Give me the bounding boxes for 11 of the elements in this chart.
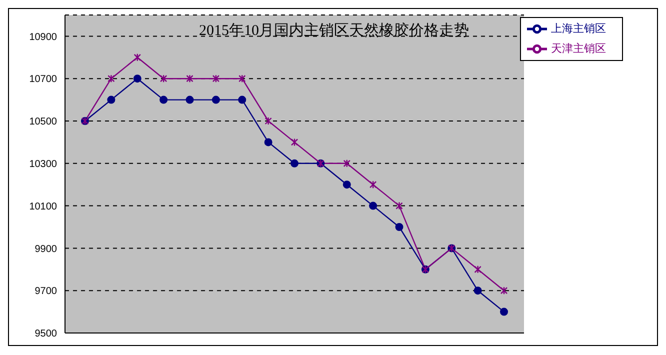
- legend-label: 上海主销区: [551, 22, 606, 35]
- y-tick-label: 10700: [29, 74, 58, 86]
- text: 2015年10月国内主销区天然橡胶价格走势: [199, 23, 469, 39]
- y-tick-label: 9500: [34, 328, 58, 340]
- y-tick-label: 9700: [34, 286, 58, 298]
- y-tick-label: 10500: [29, 116, 58, 128]
- y-tick-label: 10100: [29, 201, 58, 212]
- y-tick-label: 10300: [29, 158, 58, 170]
- legend-label: 天津主销区: [551, 42, 606, 55]
- y-tick-label: 9900: [34, 244, 58, 255]
- y-tick-label: 10900: [29, 32, 58, 43]
